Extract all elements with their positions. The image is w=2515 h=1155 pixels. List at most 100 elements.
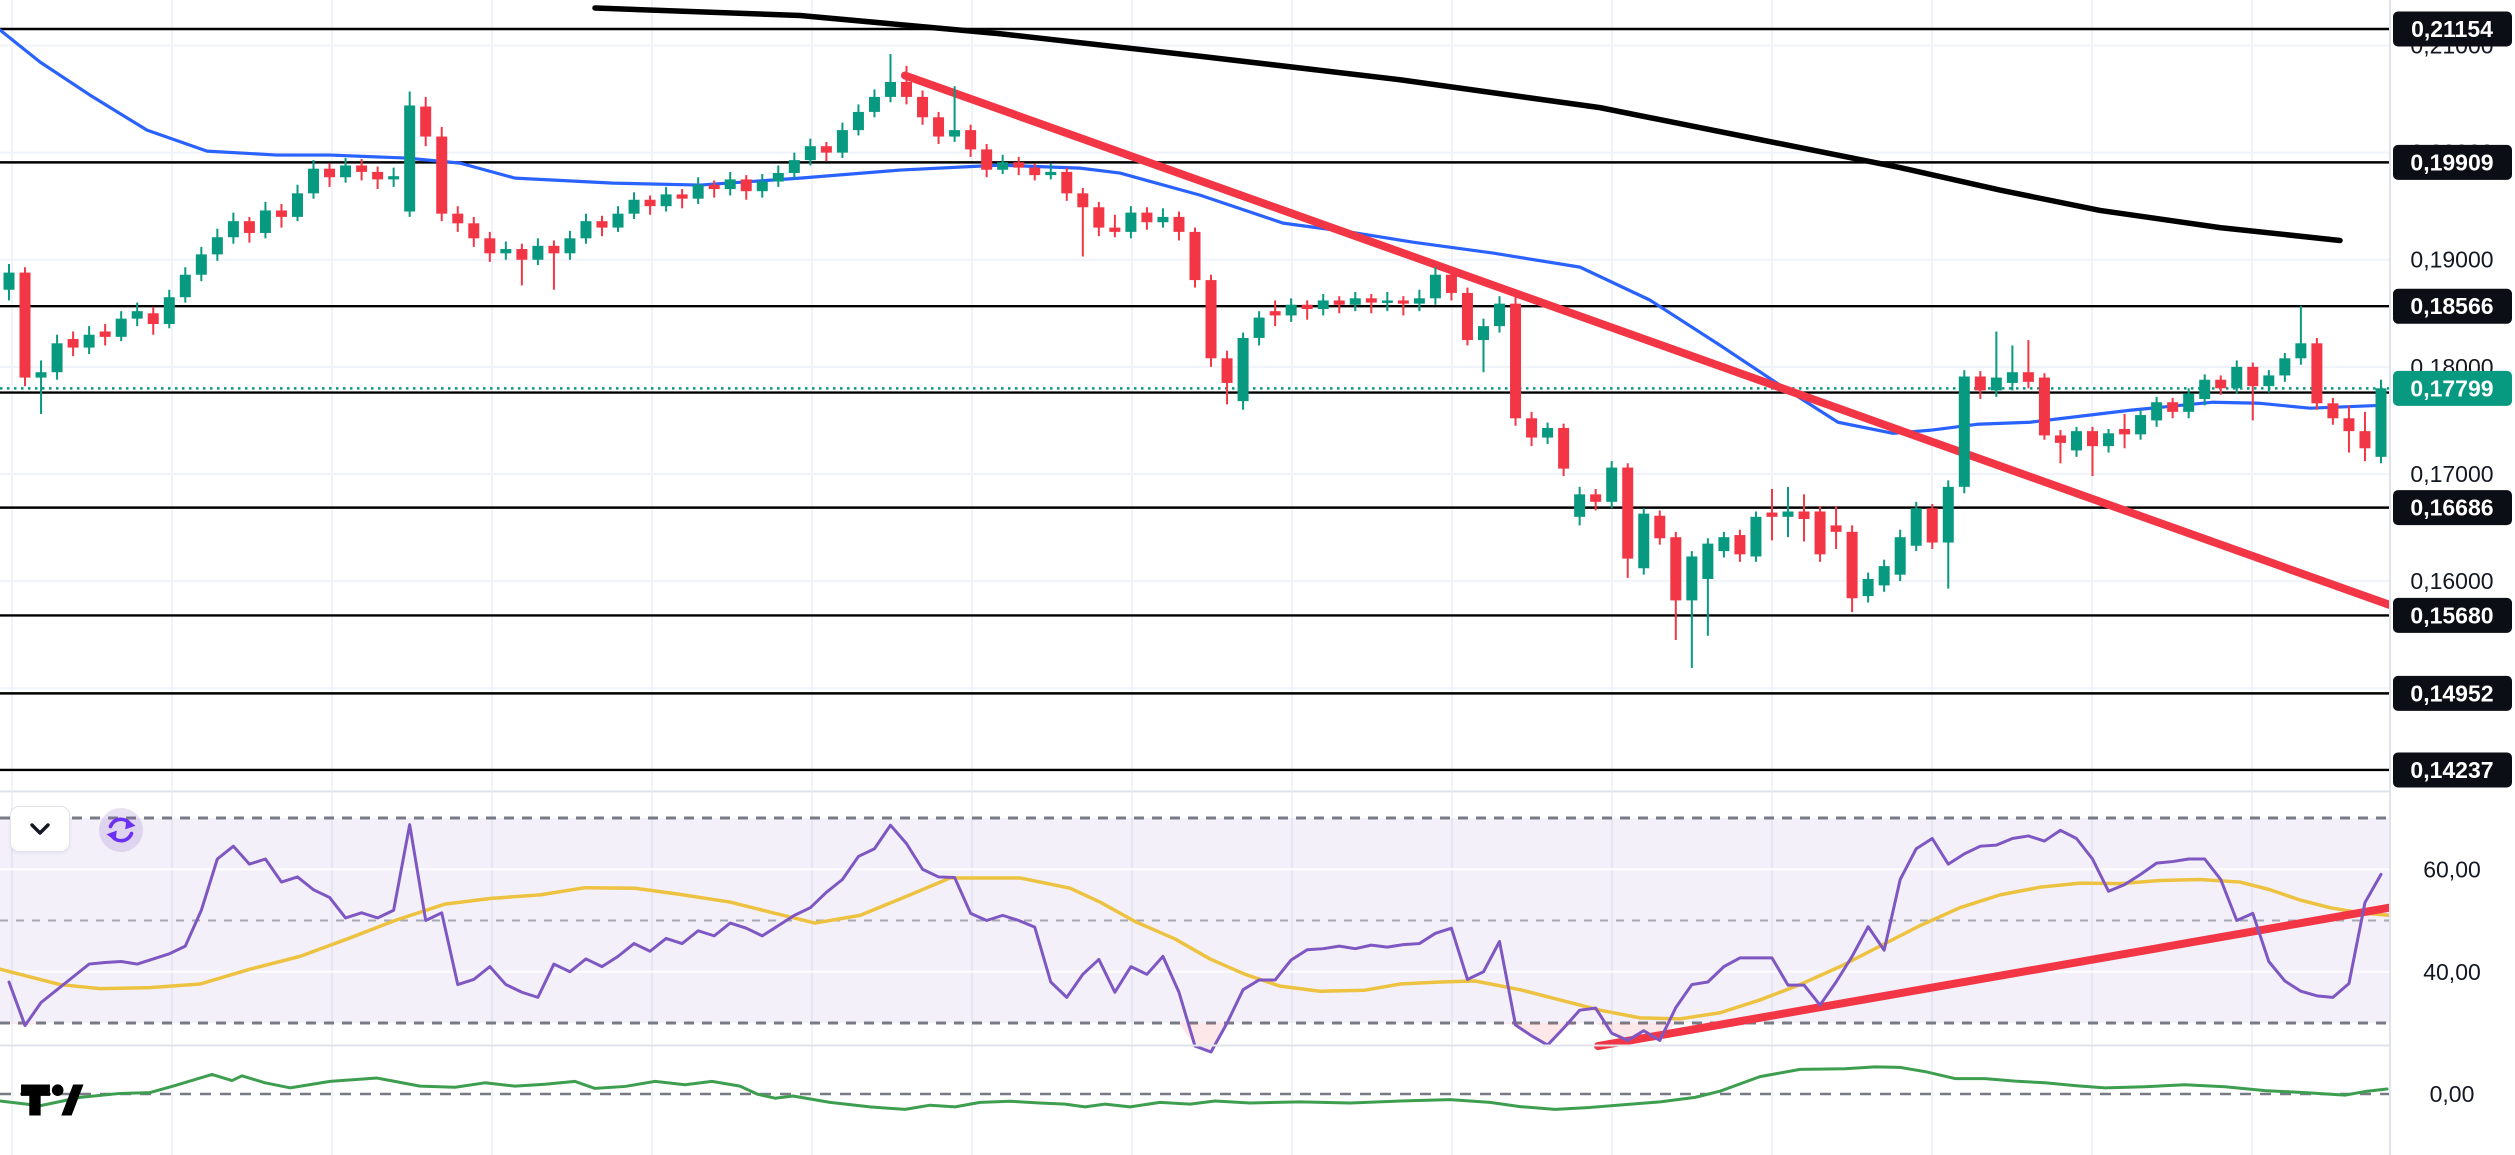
- candle: [1333, 300, 1345, 305]
- candle: [1814, 511, 1826, 555]
- candle: [1429, 274, 1441, 299]
- candle: [275, 210, 287, 217]
- candle: [852, 111, 864, 131]
- indicator-collapse-button[interactable]: [10, 806, 70, 852]
- svg-text:0,18566: 0,18566: [2410, 293, 2493, 319]
- candle: [163, 297, 175, 325]
- svg-text:0,17000: 0,17000: [2410, 461, 2493, 487]
- gridlines: [0, 0, 2389, 1155]
- candle: [179, 274, 191, 298]
- candle: [772, 172, 784, 182]
- candle: [660, 194, 672, 207]
- candle: [1590, 494, 1602, 502]
- blue-ma-line: [0, 28, 2387, 435]
- osc-line: [0, 1065, 2389, 1111]
- candle: [1558, 427, 1570, 469]
- candle: [372, 171, 384, 180]
- svg-text:0,16686: 0,16686: [2410, 495, 2493, 521]
- candle: [1221, 358, 1233, 383]
- candle: [532, 245, 544, 260]
- candle: [580, 221, 592, 239]
- indicator-refresh-button[interactable]: [99, 808, 143, 852]
- candle: [1381, 300, 1393, 303]
- candle: [516, 249, 528, 260]
- candle: [1846, 531, 1858, 599]
- candle: [420, 106, 432, 137]
- candle: [2279, 358, 2291, 376]
- candle: [1189, 231, 1201, 281]
- svg-text:0,14952: 0,14952: [2410, 680, 2493, 706]
- candle: [708, 184, 720, 190]
- candle: [1734, 535, 1746, 555]
- candle: [1013, 162, 1025, 168]
- candle: [1510, 303, 1522, 419]
- tradingview-logo[interactable]: [20, 1082, 84, 1118]
- svg-text:40,00: 40,00: [2423, 959, 2481, 985]
- rsi-trendline: [1594, 902, 2402, 1051]
- candle: [1029, 167, 1041, 176]
- candle: [211, 237, 223, 255]
- candle: [67, 339, 79, 348]
- svg-text:0,17799: 0,17799: [2410, 375, 2493, 401]
- candle: [2295, 343, 2307, 359]
- candle: [2119, 428, 2131, 435]
- candle: [51, 343, 63, 373]
- candle: [1269, 311, 1281, 316]
- candle: [1445, 274, 1457, 293]
- candle: [965, 130, 977, 150]
- candle: [2247, 366, 2259, 387]
- candle: [2087, 431, 2099, 447]
- svg-text:0,16000: 0,16000: [2410, 568, 2493, 594]
- candle: [1894, 537, 1906, 575]
- candle: [1461, 292, 1473, 341]
- candle: [2151, 402, 2163, 421]
- candle: [1750, 516, 1762, 557]
- candle: [1622, 467, 1634, 559]
- candle: [436, 136, 448, 214]
- candle: [484, 238, 496, 254]
- candle: [981, 149, 993, 170]
- candle: [756, 181, 768, 192]
- candle: [1990, 377, 2002, 391]
- candle: [788, 160, 800, 173]
- candle: [2343, 418, 2355, 432]
- svg-text:0,19909: 0,19909: [2410, 149, 2493, 175]
- candle: [227, 221, 239, 238]
- price-level-badge: 0,19909: [2393, 144, 2512, 180]
- current-price-badge: 0,17799: [2393, 370, 2512, 406]
- candle: [1494, 303, 1506, 327]
- candle: [147, 313, 159, 325]
- candle: [19, 272, 31, 378]
- price-scale[interactable]: [2390, 0, 2515, 1155]
- svg-text:60,00: 60,00: [2423, 856, 2481, 882]
- candle: [548, 245, 560, 254]
- candle: [1798, 511, 1810, 519]
- candle: [692, 184, 704, 199]
- candle: [2038, 377, 2050, 436]
- candle: [949, 130, 961, 137]
- price-level-badge: 0,18566: [2393, 288, 2512, 324]
- candle: [2231, 366, 2243, 389]
- candle: [612, 213, 624, 228]
- candle: [1670, 537, 1682, 601]
- candle: [1397, 300, 1409, 304]
- candle: [2215, 379, 2227, 389]
- candle: [1958, 376, 1970, 487]
- candle: [997, 162, 1009, 170]
- candle: [1077, 193, 1089, 208]
- candle: [2022, 372, 2034, 382]
- candle: [2135, 415, 2147, 435]
- candle: [1686, 556, 1698, 601]
- candle: [917, 96, 929, 118]
- candle: [452, 213, 464, 224]
- candle: [2311, 343, 2323, 404]
- svg-text:0,00: 0,00: [2430, 1081, 2475, 1107]
- candle: [1974, 376, 1986, 391]
- candle: [388, 176, 400, 180]
- svg-text:0,19000: 0,19000: [2410, 247, 2493, 273]
- candle: [1574, 494, 1586, 517]
- candle: [2263, 375, 2275, 387]
- rsi-panel: [0, 816, 2402, 1054]
- chevron-down-icon: [30, 823, 50, 835]
